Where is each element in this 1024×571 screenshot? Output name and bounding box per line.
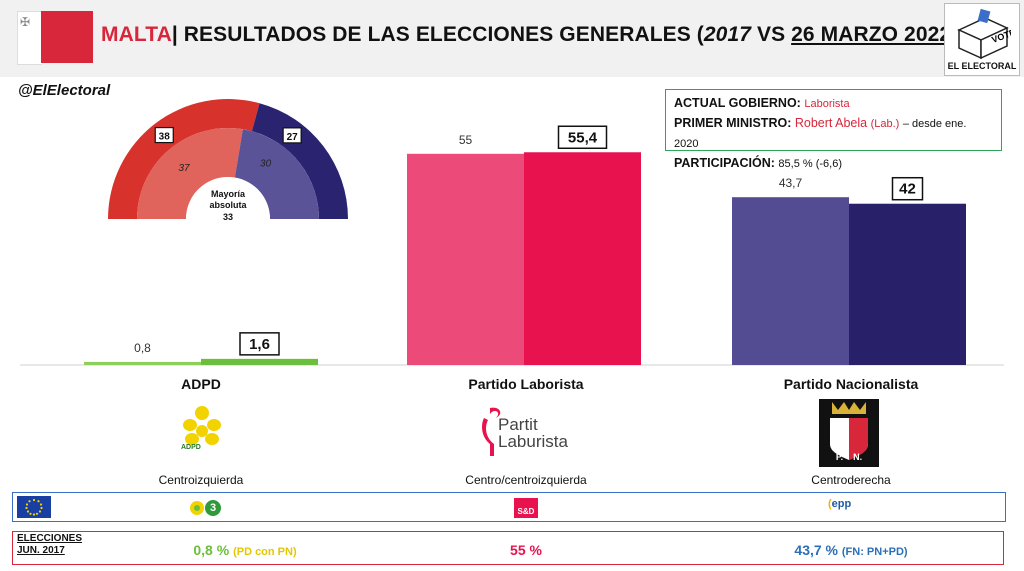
epp-badge-text: epp [831,498,852,510]
turnout-label: PARTICIPACIÓN: [674,156,775,170]
ideology-nacionalista: Centroderecha [811,473,891,487]
ideology-laborista: Centro/centroizquierda [465,473,587,487]
previous-label-line2: JUN. 2017 [17,545,65,556]
pm-name: Robert Abela [794,116,868,130]
party-name-adpd: ADPD [181,376,221,392]
epp-swoosh-icon: ( [828,498,832,510]
european-groups-row [12,492,1006,522]
laborista-logo-line2: Laburista [498,432,568,451]
seat-slice-2017-0 [137,127,243,219]
nacionalista-logo: P. N. [818,398,880,468]
seat-label-2017-1: 30 [260,158,272,169]
pm-label: PRIMER MINISTRO: [674,116,792,130]
turnout-line: PARTICIPACIÓN: 85,5 % (-6,6) [674,154,993,174]
adpd-logo: ADPD [181,406,221,451]
crown-shield-icon [819,399,879,467]
social-handle: @ElElectoral [18,82,111,99]
seat-label-box-2022-1 [282,127,302,144]
bar-label-box-2022-1 [557,125,608,150]
torch-icon [482,407,501,456]
nacionalista-logo-letters: P. N. [835,452,863,462]
bar-2022-2 [849,203,966,365]
title-year-prev: 2017 [703,23,752,46]
greens-badge-number: 3 [205,500,221,516]
previous-elections-label: ELECCIONES JUN. 2017 [17,533,87,557]
seat-slice-2022-1 [251,103,348,219]
previous-label-line1: ELECCIONES [17,533,83,544]
previous-adpd: 0,8 % (PD con PN) [105,542,385,558]
el-electoral-logo: VOTE EL ELECTORAL [944,3,1020,76]
bar-label-2022-2: 42 [899,181,916,198]
seat-label-box-2022-0 [154,126,174,144]
laborista-logo: Partit Laburista [476,404,576,460]
previous-pn-note: (FN: PN+PD) [841,546,908,558]
bar-2017-2 [732,197,849,365]
bar-2017-0 [84,361,201,365]
party-name-laborista: Partido Laborista [468,376,584,392]
bar-2017-1 [407,153,524,365]
vote-share-bars: 0,8 1,6 55 55,4 43,7 42 [20,125,1004,366]
seat-label-2017-0: 37 [178,163,190,174]
bar-2022-0 [201,358,318,365]
title-date: 26 MARZO 2022 [791,23,952,46]
bar-label-2017-0: 0,8 [134,341,151,355]
pm-since: – desde ene. 2020 [674,118,967,150]
page-title: MALTA| RESULTADOS DE LAS ELECCIONES GENE… [101,23,958,47]
turnout-value: 85,5 % (-6,6) [778,158,842,170]
eu-flag-icon [17,496,51,518]
malta-flag-red-half [41,11,93,63]
seat-slice-2017-1 [234,129,319,219]
adpd-logo-text: ADPD [181,444,201,451]
bar-label-box-2022-2 [891,176,924,201]
gov-label: ACTUAL GOBIERNO: [674,96,801,110]
previous-adpd-note: (PD con PN) [233,546,297,558]
previous-laborista: 55 % [510,542,542,558]
ballot-box-icon: VOTE [957,8,1011,60]
bar-2022-1 [524,152,641,365]
gov-line: ACTUAL GOBIERNO: Laborista [674,94,993,114]
title-vs: VS [751,23,792,46]
laborista-logo-line1: Partit [498,415,538,434]
title-country: MALTA [101,23,172,46]
bar-label-box-2022-0 [239,332,280,356]
bar-label-2017-2: 43,7 [779,176,803,190]
seat-label-2022-1: 27 [287,132,299,143]
seat-slice-2022-0 [108,99,260,219]
previous-adpd-value: 0,8 % [193,542,230,558]
gov-value: Laborista [804,98,850,110]
majority-value: 33 [223,212,233,222]
epp-badge: (epp [828,498,864,516]
pm-line: PRIMER MINISTRO: Robert Abela (Lab.) – d… [674,114,993,154]
ideology-adpd: Centroizquierda [158,473,244,487]
previous-pn-value: 43,7 % [794,542,838,558]
party-name-nacionalista: Partido Nacionalista [783,376,919,392]
bar-label-2022-0: 1,6 [249,336,270,353]
bar-label-2017-1: 55 [459,133,473,147]
logo-brand-text: EL ELECTORAL [947,61,1017,71]
malta-flag-white-half [17,11,42,65]
majority-center [186,177,270,219]
title-main: RESULTADOS DE LAS ELECCIONES GENERALES ( [183,23,704,46]
title-separator: | [171,23,178,46]
greens-efa-badge: 3 [188,499,224,517]
sunflower-icon [190,501,204,515]
majority-label-line1: Mayoría [211,189,246,199]
previous-nacionalista: 43,7 % (FN: PN+PD) [711,542,991,558]
previous-elections-row [12,531,1004,565]
s-and-d-badge: S&D [514,498,538,518]
government-info-box: ACTUAL GOBIERNO: Laborista PRIMER MINIST… [665,89,1002,170]
majority-label-line2: absoluta [209,200,247,210]
bar-label-2022-1: 55,4 [568,129,598,146]
george-cross-icon: ✠ [20,15,31,29]
seat-label-2022-0: 38 [159,132,171,143]
header-bar [0,0,1024,77]
pm-party: (Lab.) [870,118,900,130]
